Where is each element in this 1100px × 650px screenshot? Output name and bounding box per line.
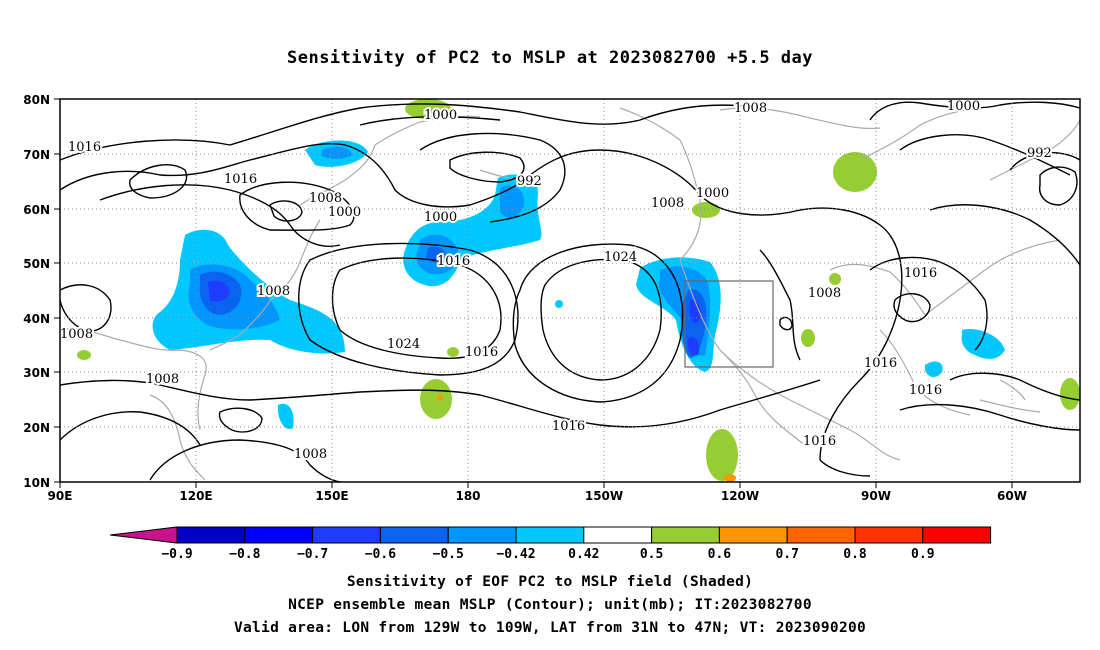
contour-label: 1016 xyxy=(552,419,585,434)
colorbar-swatch xyxy=(922,526,992,544)
colorbar-swatch xyxy=(244,526,314,544)
lat-label: 40N xyxy=(23,312,50,326)
colorbar-swatch xyxy=(379,526,449,544)
colorbar-swatch xyxy=(312,526,381,544)
lon-label: 150E xyxy=(315,489,348,503)
contour-label: 992 xyxy=(1027,146,1052,161)
colorbar-label: −0.42 xyxy=(496,547,535,562)
lon-label: 60W xyxy=(997,489,1027,503)
contour-label: 1000 xyxy=(328,205,361,220)
colorbar-swatch xyxy=(786,526,856,544)
orange-shading xyxy=(437,395,736,482)
colorbar-label: 0.42 xyxy=(568,547,599,562)
colorbar-label: 0.6 xyxy=(708,547,732,562)
lon-label: 180 xyxy=(455,489,480,503)
contour-label: 1008 xyxy=(734,101,767,116)
colorbar-low-triangle xyxy=(109,526,178,544)
lon-label: 90W xyxy=(861,489,891,503)
negative-shading xyxy=(152,140,1005,430)
contour-label: 1000 xyxy=(947,99,980,114)
axis-ticks xyxy=(54,98,1013,488)
colorbar-swatch xyxy=(583,526,653,544)
lat-label: 60N xyxy=(23,203,50,217)
lat-label: 10N xyxy=(23,476,50,490)
lon-label: 150W xyxy=(585,489,623,503)
mslp-contours xyxy=(60,101,1080,482)
colorbar-label: −0.9 xyxy=(161,547,192,562)
contour-label: 1016 xyxy=(224,172,257,187)
latitude-labels: 80N 70N 60N 50N 40N 30N 20N 10N xyxy=(23,93,50,490)
colorbar-swatch xyxy=(176,526,246,544)
colorbar-label: 0.7 xyxy=(775,547,798,562)
coastlines xyxy=(60,107,1080,481)
valid-area-box xyxy=(684,280,774,368)
contour-label: 1016 xyxy=(465,345,498,360)
colorbar-label: −0.5 xyxy=(433,547,464,562)
contour-label: 1016 xyxy=(68,140,101,155)
colorbar-label: 0.5 xyxy=(640,547,663,562)
plot-frame xyxy=(59,98,1081,483)
colorbar-swatch xyxy=(854,526,924,544)
contour-label: 1008 xyxy=(294,447,327,462)
lon-label: 120W xyxy=(721,489,759,503)
chart-title: Sensitivity of PC2 to MSLP at 2023082700… xyxy=(286,48,813,68)
contour-label: 1008 xyxy=(60,327,93,342)
contour-label: 1008 xyxy=(309,191,342,206)
colorbar-label: −0.6 xyxy=(365,547,396,562)
contour-label: 1024 xyxy=(387,337,420,352)
contour-label: 992 xyxy=(517,174,542,189)
contour-label: 1000 xyxy=(696,186,729,201)
colorbar-label: −0.7 xyxy=(297,547,328,562)
lat-label: 80N xyxy=(23,93,50,107)
contour-label: 1008 xyxy=(146,372,179,387)
colorbar-swatch xyxy=(718,526,788,544)
contour-label: 1000 xyxy=(424,108,457,123)
contour-label: 1008 xyxy=(257,284,290,299)
contour-label: 1016 xyxy=(437,254,470,269)
lat-label: 20N xyxy=(23,421,50,435)
lat-label: 30N xyxy=(23,366,50,380)
lon-label: 90E xyxy=(48,489,73,503)
footer-line-2: NCEP ensemble mean MSLP (Contour); unit(… xyxy=(288,597,812,613)
footer-line-1: Sensitivity of EOF PC2 to MSLP field (Sh… xyxy=(346,574,754,590)
colorbar-label: 0.8 xyxy=(843,547,867,562)
colorbar-swatch xyxy=(651,526,720,544)
colorbar-swatch xyxy=(447,526,517,544)
longitude-labels: 90E 120E 150E 180 150W 120W 90W 60W xyxy=(48,489,1027,503)
colorbar-label: −0.8 xyxy=(229,547,260,562)
colorbar: −0.9 −0.8 −0.7 −0.6 −0.5 −0.42 0.42 0.5 0.6 0.7 0.… xyxy=(109,526,992,562)
footer-line-3: Valid area: LON from 129W to 109W, LAT f… xyxy=(233,620,867,636)
lon-label: 120E xyxy=(179,489,212,503)
contour-label: 1000 xyxy=(424,210,457,225)
lat-label: 50N xyxy=(23,257,50,271)
contour-label: 1016 xyxy=(909,383,942,398)
contour-labels: 1016 1016 1008 1000 1008 1000 992 1000 1… xyxy=(60,99,1054,464)
contour-label: 1016 xyxy=(803,434,836,449)
contour-label: 1016 xyxy=(864,356,897,371)
colorbar-swatch xyxy=(515,526,585,544)
contour-label: 1008 xyxy=(808,286,841,301)
contour-label: 1024 xyxy=(604,250,637,265)
colorbar-label: 0.9 xyxy=(911,547,934,562)
contour-label: 1008 xyxy=(651,196,684,211)
contour-label: 1016 xyxy=(904,266,937,281)
lat-label: 70N xyxy=(23,148,50,162)
